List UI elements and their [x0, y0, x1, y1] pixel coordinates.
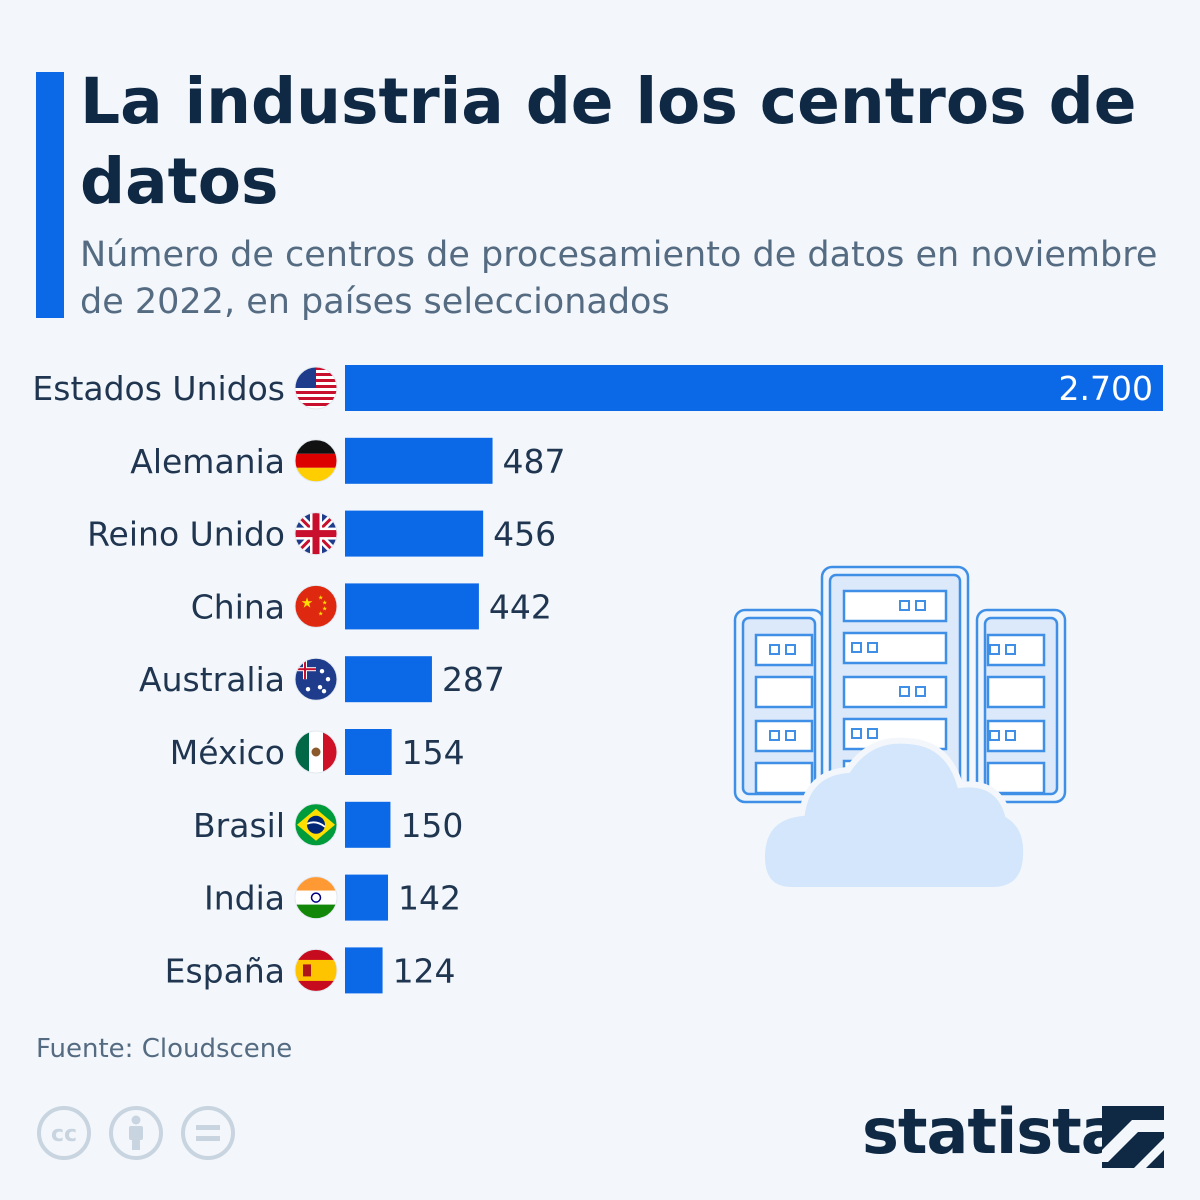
source-note: Fuente: Cloudscene	[36, 1034, 293, 1064]
bar-india	[345, 874, 389, 921]
uk-flag-icon	[294, 512, 338, 556]
china-flag-icon: ★ ★★★★	[294, 584, 338, 628]
svg-text:★: ★	[318, 594, 323, 601]
value-label-estados-unidos: 2.700	[1059, 369, 1153, 408]
no-derivatives-icon	[181, 1106, 235, 1160]
australia-flag-icon	[294, 657, 338, 701]
category-label-estados-unidos: Estados Unidos	[32, 369, 285, 408]
bar-estados-unidos	[345, 365, 1163, 411]
bar-chart: Estados Unidos 2.700 Alemania 487 Reino Unid…	[32, 365, 1163, 994]
category-label-reino-unido: Reino Unido	[87, 515, 285, 554]
category-label-china: China	[191, 587, 285, 626]
accent-bar	[36, 72, 64, 318]
category-label-brasil: Brasil	[193, 806, 285, 845]
bar-australia	[345, 656, 432, 703]
category-label-australia: Australia	[139, 660, 285, 699]
mexico-flag-icon	[294, 730, 338, 774]
value-label-espa-a: 124	[393, 951, 456, 990]
svg-text:★: ★	[301, 595, 314, 611]
us-flag-icon	[294, 366, 338, 410]
bar-brasil	[345, 801, 391, 848]
svg-text:★: ★	[322, 599, 327, 606]
category-label-m-xico: México	[170, 733, 285, 772]
value-label-australia: 287	[442, 660, 505, 699]
svg-text:cc: cc	[51, 1122, 77, 1147]
page-subtitle: Número de centros de procesamiento de da…	[80, 235, 1158, 322]
spain-flag-icon	[294, 948, 338, 992]
bar-m-xico	[345, 729, 392, 775]
germany-flag-icon	[294, 439, 338, 483]
svg-text:★: ★	[318, 610, 323, 617]
bar-china	[345, 583, 479, 630]
license-icons: cc	[37, 1106, 235, 1160]
bar-espa-a	[345, 947, 383, 994]
value-label-reino-unido: 456	[493, 515, 556, 554]
cc-icon: cc	[37, 1106, 91, 1160]
bar-alemania	[345, 437, 493, 484]
bar-reino-unido	[345, 510, 484, 557]
india-flag-icon	[294, 876, 338, 920]
category-label-india: India	[204, 879, 285, 918]
statista-wordmark: statista	[862, 1095, 1123, 1168]
value-label-m-xico: 154	[402, 733, 465, 772]
value-label-india: 142	[398, 879, 461, 918]
svg-text:★: ★	[322, 605, 327, 612]
value-label-china: 442	[489, 587, 552, 626]
data-center-cloud-illustration	[730, 565, 1070, 899]
value-label-brasil: 150	[400, 806, 463, 845]
statista-logo-icon	[1102, 1106, 1164, 1168]
category-label-espa-a: España	[165, 951, 285, 990]
category-label-alemania: Alemania	[130, 442, 285, 481]
value-label-alemania: 487	[503, 442, 566, 481]
attribution-icon	[109, 1106, 163, 1160]
page-title: La industria de los centros de datos	[80, 65, 1137, 218]
brazil-flag-icon	[294, 803, 338, 847]
